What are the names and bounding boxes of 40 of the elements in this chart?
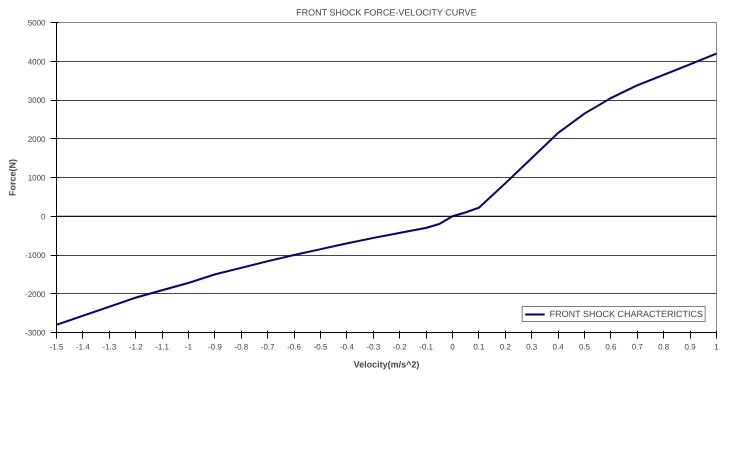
- x-tick-label: 0.8: [658, 342, 670, 352]
- x-tick-label: 0.2: [500, 342, 512, 352]
- y-tick-label: 1000: [28, 174, 46, 182]
- x-tick-label: 0.9: [684, 342, 696, 352]
- x-tick-label: 0.1: [473, 342, 486, 352]
- line-series: [56, 52, 716, 326]
- x-tick-label: -0.2: [392, 342, 408, 352]
- x-tick-label: -0.3: [366, 342, 381, 352]
- x-tick-label: 0.3: [526, 342, 538, 352]
- x-tick-label: 0.4: [552, 342, 564, 352]
- x-tick-label: -1.1: [155, 342, 170, 352]
- y-tick-label: 0: [41, 212, 46, 222]
- x-tick-label: 0: [450, 342, 456, 352]
- x-tick-label: 0.5: [578, 342, 591, 352]
- x-tick-label: -0.5: [314, 342, 328, 352]
- y-tick-label: 4000: [28, 57, 46, 66]
- y-axis-title: Force(N): [8, 158, 18, 196]
- x-tick-label: -1.3: [102, 342, 117, 352]
- y-tick-label: 3000: [28, 96, 46, 105]
- x-tick-label: -1: [184, 342, 193, 352]
- x-tick-label: -0.9: [208, 342, 222, 352]
- x-tick-label: -0.8: [234, 342, 249, 352]
- y-tick-label: -3000: [25, 328, 46, 338]
- x-tick-label: 0.6: [605, 342, 618, 352]
- x-tick-label: -0.1: [419, 342, 434, 352]
- y-tick-label: 5000: [28, 18, 46, 28]
- x-tick-label: -0.4: [340, 342, 354, 352]
- x-tick-label: -0.6: [287, 342, 302, 352]
- x-tick-label: -1.2: [128, 342, 144, 352]
- x-tick-label: -1.4: [76, 342, 90, 352]
- x-tick-label: 1: [714, 342, 720, 352]
- x-tick-label: 0.7: [632, 342, 644, 352]
- chart-title: FRONT SHOCK FORCE-VELOCITY CURVE: [296, 8, 477, 18]
- x-tick-label: -0.7: [260, 342, 276, 352]
- y-tick-label: 2000: [28, 134, 46, 144]
- x-tick-label: -1.5: [50, 342, 64, 352]
- y-tick-label: -2000: [25, 290, 46, 299]
- legend-label: FRONT SHOCK CHARACTERICTICS: [550, 309, 703, 319]
- y-tick-label: -1000: [25, 251, 46, 260]
- x-axis-title: Velocity(m/s^2): [354, 360, 420, 370]
